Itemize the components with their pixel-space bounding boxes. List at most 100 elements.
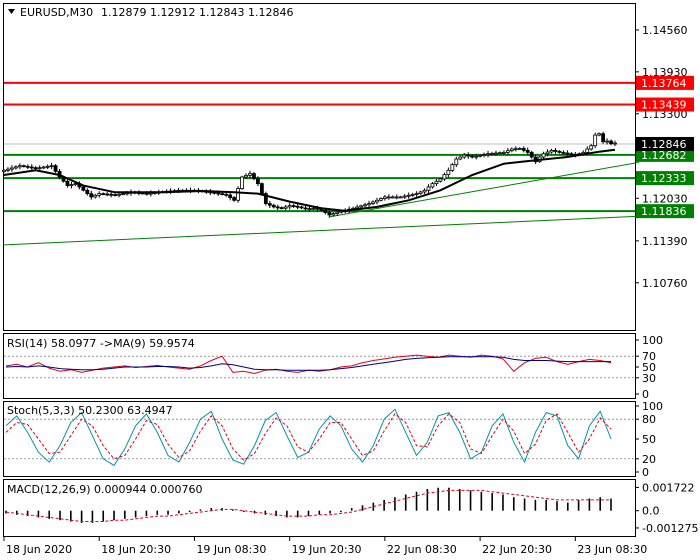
candle-body	[490, 152, 494, 155]
price-tick-label: 1.13930	[642, 66, 688, 79]
candle-body	[379, 198, 383, 201]
candle-body	[49, 165, 54, 168]
time-axis: 18 Jun 2020 18 Jun 20:30 19 Jun 08:30 19 Ju…	[3, 537, 647, 556]
candle-body	[470, 155, 475, 158]
candle-body	[486, 153, 490, 156]
candle-body	[434, 180, 439, 185]
candle-body	[113, 194, 117, 197]
candle-body	[529, 151, 534, 158]
trend-lines	[3, 161, 639, 246]
support-level-tag	[636, 171, 694, 186]
macd-label: MACD(12,26,9) 0.000944 0.000760	[7, 483, 203, 496]
candle-body	[144, 192, 149, 195]
candle-body	[553, 149, 558, 152]
macd-indicator: 0.001722 0.0 -0.001275	[5, 481, 698, 535]
candle-body	[271, 204, 276, 208]
candle-body	[545, 151, 550, 155]
candle-body	[275, 206, 280, 209]
candle-body	[97, 193, 102, 196]
price-tick-label: 1.12030	[642, 192, 688, 205]
stoch-d-line	[5, 413, 612, 461]
candle-body	[375, 199, 379, 203]
candle-body	[323, 209, 328, 213]
trend-line	[329, 161, 639, 218]
rsi-tick-label: 50	[642, 361, 656, 374]
candle-body	[549, 149, 554, 153]
price-panel-frame	[3, 3, 636, 331]
macd-tick-label: 0.001722	[642, 481, 695, 494]
candle-body	[331, 213, 336, 216]
candle-body	[291, 205, 296, 207]
candle-body	[585, 148, 590, 153]
candle-body	[73, 183, 78, 186]
rsi-tick-label: 70	[642, 350, 656, 363]
chevron-down-icon[interactable]	[8, 9, 15, 14]
time-tick-label: 22 Jun 20:30	[482, 543, 552, 556]
symbol-header: EURUSD,M30	[20, 6, 93, 19]
stoch-label: Stoch(5,3,3) 50.2300 63.4947	[7, 404, 173, 417]
support-level-label: 1.12333	[641, 172, 687, 185]
rsi-tick-label: 30	[642, 372, 656, 385]
candle-body	[525, 149, 530, 153]
candle-body	[386, 196, 391, 199]
candle-body	[390, 196, 395, 199]
candle-body	[21, 165, 26, 168]
candle-body	[101, 193, 106, 196]
candle-body	[454, 158, 459, 166]
candle-body	[398, 196, 403, 199]
rsi-label: RSI(14) 58.0977 ->MA(9) 59.9574	[7, 337, 195, 350]
candle-body	[236, 188, 240, 201]
candle-body	[557, 150, 562, 153]
candle-body	[462, 154, 467, 158]
stoch-tick-label: 100	[642, 400, 663, 413]
price-tick-label: 1.10760	[642, 277, 688, 290]
candle-body	[295, 205, 300, 208]
candle-body	[446, 169, 451, 176]
rsi-tick-label: 100	[642, 334, 663, 347]
candle-body	[450, 164, 455, 171]
time-tick-label: 18 Jun 20:30	[101, 543, 171, 556]
candle-body	[442, 174, 447, 180]
candle-body	[220, 193, 225, 196]
candle-body	[505, 150, 510, 153]
candle-body	[458, 156, 463, 160]
candle-body	[517, 147, 522, 150]
rsi-tick-label: 0	[642, 388, 649, 401]
price-tick-label: 1.11390	[642, 235, 688, 248]
stoch-tick-label: 50	[642, 433, 656, 446]
candle-body	[589, 145, 594, 150]
candle-body	[252, 173, 256, 180]
candle-body	[2, 169, 6, 173]
candle-body	[327, 212, 332, 216]
candle-body	[426, 186, 431, 191]
candle-body	[406, 194, 411, 197]
candle-body	[216, 192, 221, 195]
candle-body	[418, 191, 423, 195]
time-tick-label: 19 Jun 20:30	[292, 543, 362, 556]
price-axis-ticks: 1.145601.139301.133001.120301.113901.107…	[635, 24, 688, 290]
candle-body	[244, 174, 248, 178]
candle-body	[513, 148, 518, 151]
candle-body	[240, 176, 244, 190]
macd-tick-label: 0.0	[642, 505, 660, 518]
candle-body	[593, 134, 598, 147]
candle-body	[105, 193, 110, 196]
candle-body	[359, 205, 363, 208]
support-level-tag	[636, 147, 694, 162]
candle-body	[494, 152, 498, 155]
candle-body	[410, 194, 415, 196]
candle-body	[355, 206, 360, 209]
candle-body	[474, 155, 479, 158]
candle-body	[363, 204, 367, 207]
time-tick-label: 22 Jun 08:30	[387, 543, 457, 556]
ohlc-close: 1.12846	[248, 6, 294, 19]
candle-body	[466, 154, 471, 157]
candle-body	[224, 193, 229, 196]
candle-body	[509, 148, 514, 152]
candle-body	[14, 166, 18, 169]
candle-body	[37, 167, 42, 170]
